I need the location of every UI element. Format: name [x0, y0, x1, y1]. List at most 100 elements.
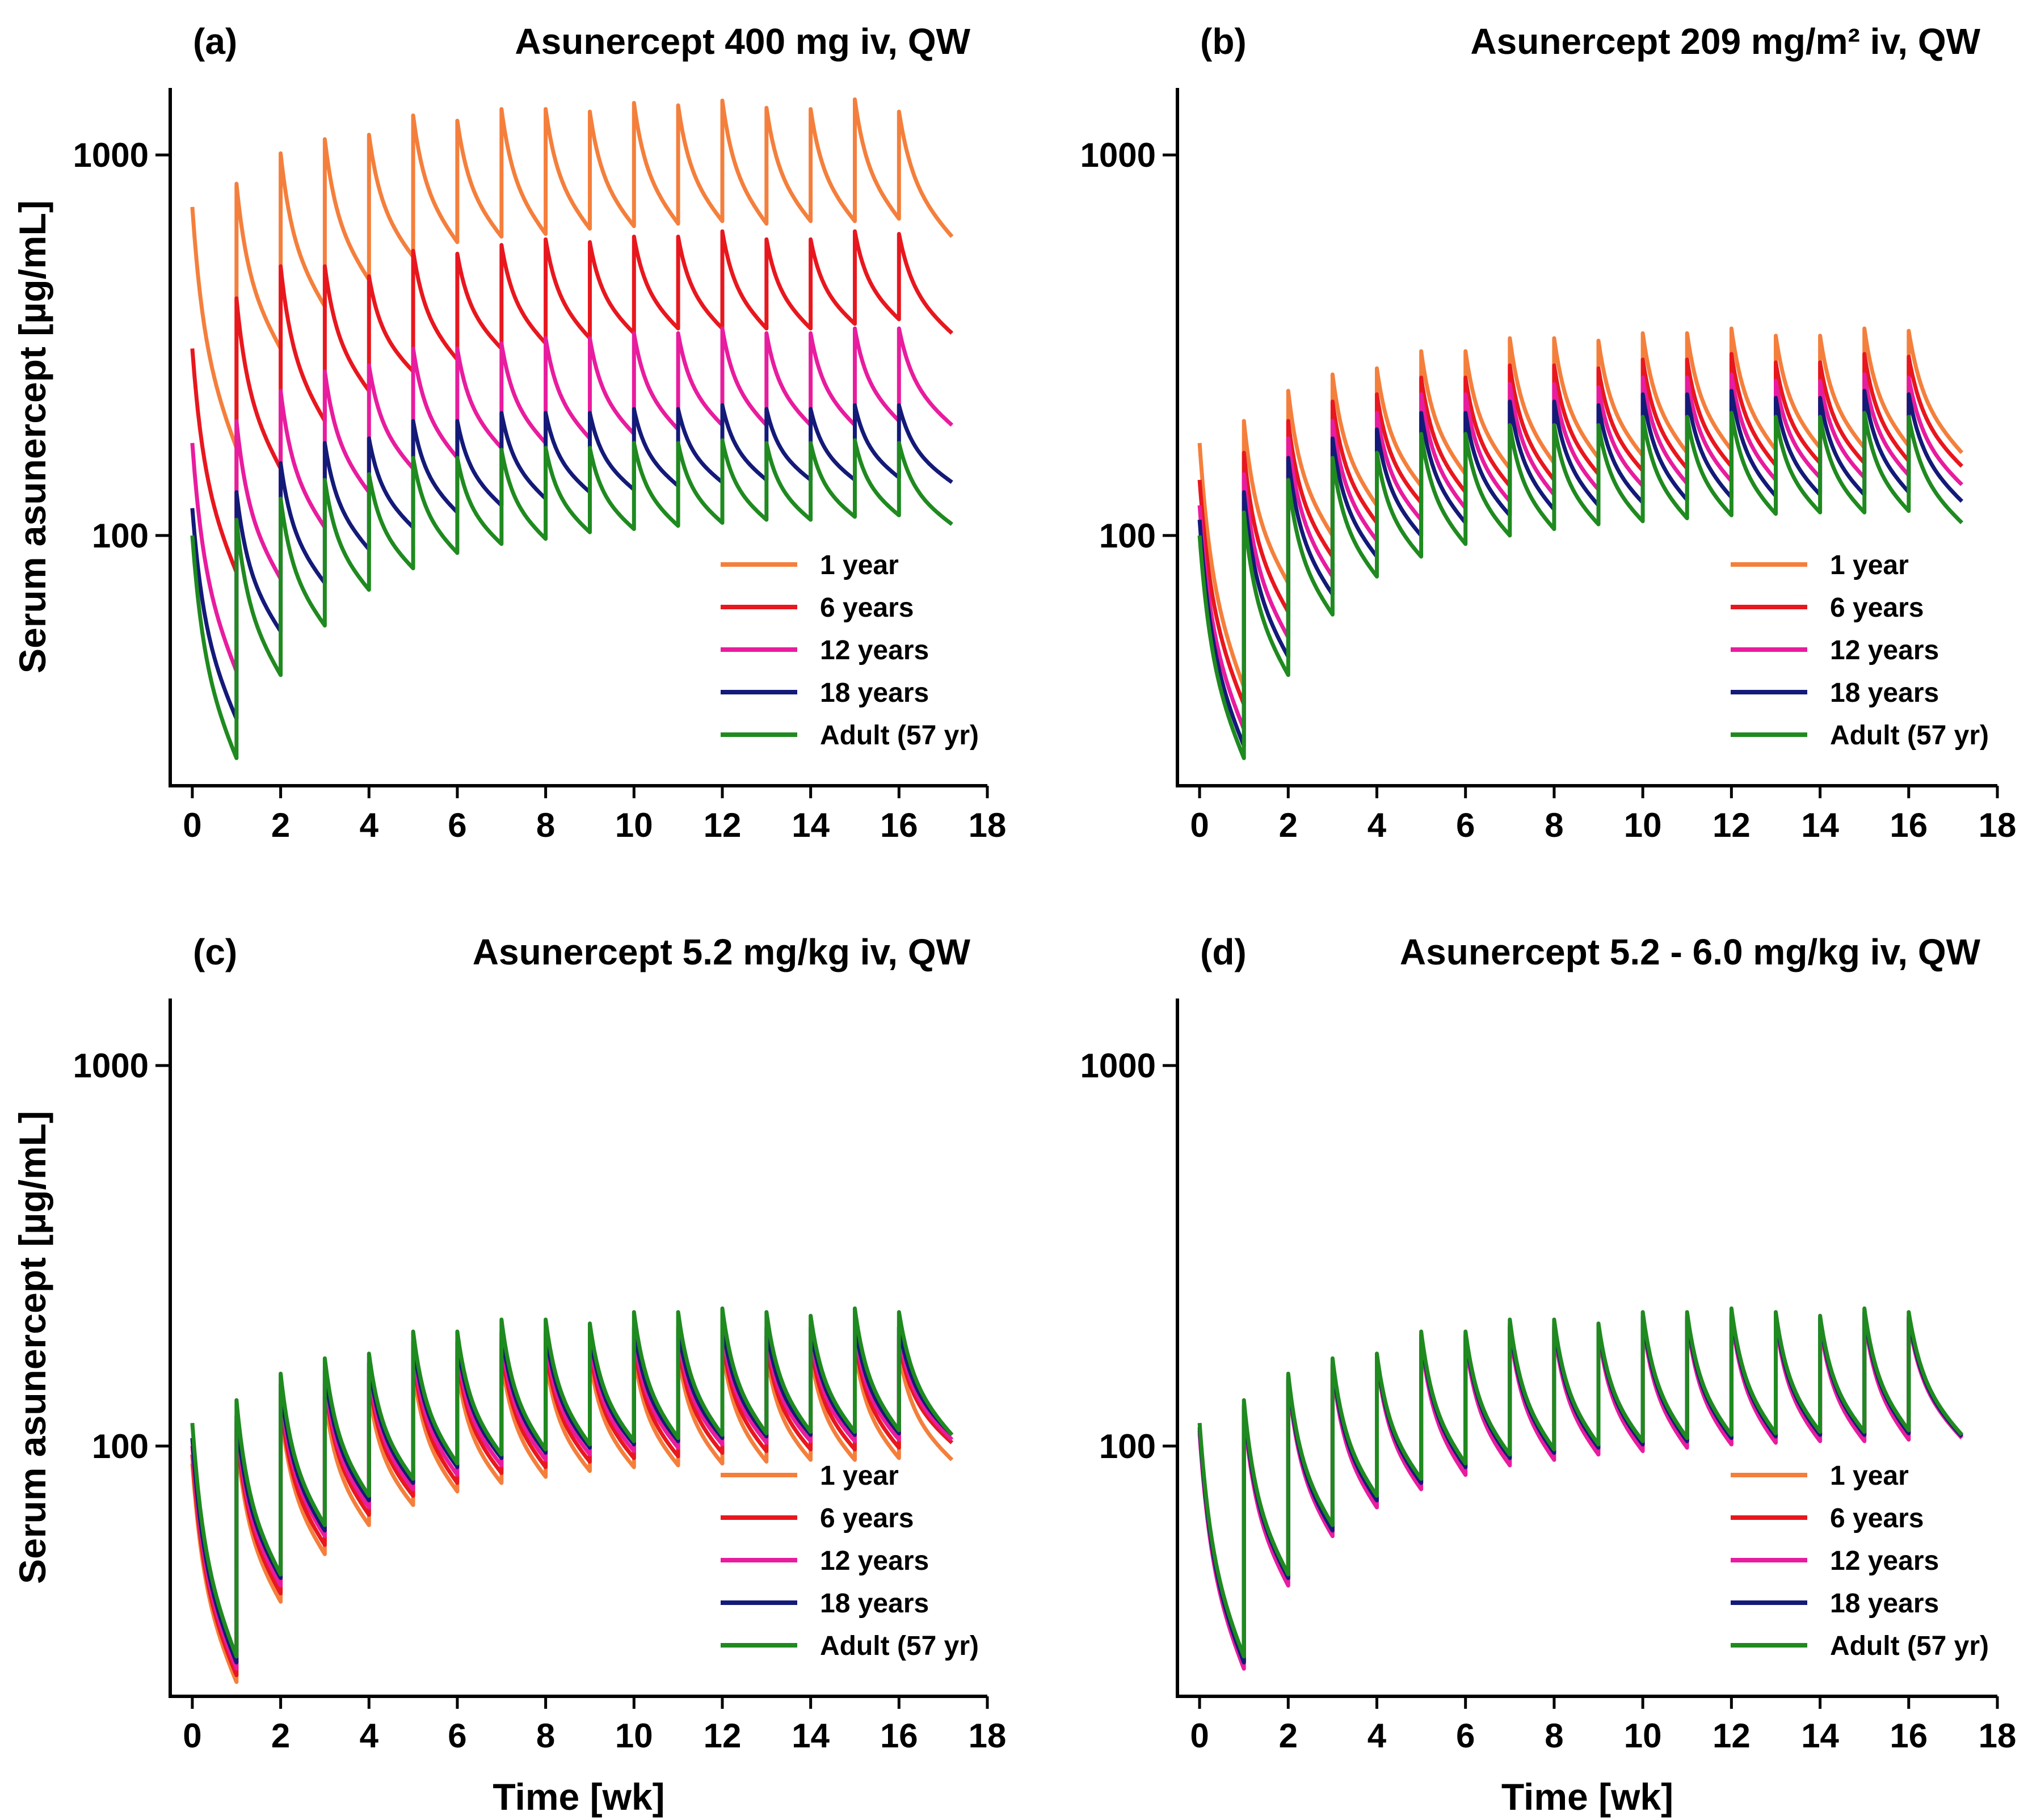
legend-label: Adult (57 yr) — [820, 1631, 979, 1661]
x-tick-label: 4 — [1368, 806, 1387, 844]
y-tick-label: 1000 — [73, 1047, 149, 1085]
x-tick-label: 10 — [615, 1717, 653, 1755]
x-tick-label: 14 — [1801, 806, 1839, 844]
x-axis-title: Time [wk] — [493, 1776, 664, 1818]
x-tick-label: 12 — [1713, 1717, 1751, 1755]
x-tick-label: 12 — [704, 1717, 742, 1755]
series-line-adult-57-yr — [1197, 411, 1963, 760]
series-line-1-year — [190, 1347, 954, 1684]
series-line-6-years — [190, 1338, 954, 1678]
y-tick-label: 1000 — [1080, 1047, 1156, 1085]
x-tick-label: 12 — [704, 806, 742, 844]
series-line-12-years — [1197, 372, 1963, 731]
x-tick-label: 6 — [448, 806, 466, 844]
legend-label: 6 years — [820, 1503, 914, 1533]
y-tick-label: 100 — [92, 517, 149, 555]
x-tick-label: 6 — [1456, 1717, 1475, 1755]
x-tick-label: 18 — [969, 1717, 1007, 1755]
x-tick-label: 10 — [1624, 806, 1662, 844]
x-tick-label: 6 — [1456, 806, 1475, 844]
x-tick-label: 14 — [1801, 1717, 1839, 1755]
x-tick-label: 16 — [1890, 806, 1928, 844]
legend-label: 18 years — [1830, 1589, 1939, 1619]
chart-panel-b: (b) Asunercept 209 mg/m² iv, QW 0 2 4 6 8 10 12 1… — [1080, 21, 2017, 844]
y-tick-label: 100 — [1099, 517, 1156, 555]
series-line-12-years — [190, 326, 954, 673]
x-tick-label: 14 — [792, 1717, 830, 1755]
x-tick-label: 12 — [1713, 806, 1751, 844]
panel-label: (a) — [193, 21, 237, 62]
series-line-adult-57-yr — [1197, 1306, 1964, 1659]
x-tick-label: 2 — [1279, 1717, 1298, 1755]
panel-title: Asunercept 5.2 mg/kg iv, QW — [473, 932, 971, 972]
y-axis-title: Serum asunercept [µg/mL] — [11, 1111, 53, 1584]
legend-label: 6 years — [820, 593, 914, 623]
legend-label: 6 years — [1830, 593, 1924, 623]
legend-label: 18 years — [820, 678, 929, 708]
x-tick-label: 6 — [448, 1717, 466, 1755]
x-tick-label: 4 — [360, 1717, 379, 1755]
panel-label: (b) — [1200, 21, 1247, 62]
legend-label: 1 year — [820, 550, 899, 580]
x-tick-label: 0 — [1190, 806, 1209, 844]
series-line-adult-57-yr — [190, 1306, 954, 1659]
panel-label: (d) — [1200, 932, 1247, 972]
legend-label: Adult (57 yr) — [1830, 1631, 1989, 1661]
legend-label: Adult (57 yr) — [820, 721, 979, 751]
x-tick-label: 4 — [360, 806, 379, 844]
legend-label: Adult (57 yr) — [1830, 721, 1989, 751]
series-line-18-years — [1197, 389, 1963, 748]
y-tick-label: 1000 — [73, 136, 149, 174]
series-line-6-years — [190, 229, 954, 575]
legend-label: 18 years — [820, 1589, 929, 1619]
legend-label: 12 years — [820, 1546, 929, 1576]
y-tick-label: 100 — [1099, 1427, 1156, 1465]
x-tick-label: 2 — [271, 1717, 290, 1755]
legend-label: 18 years — [1830, 678, 1939, 708]
panel-title: Asunercept 5.2 - 6.0 mg/kg iv, QW — [1400, 932, 1981, 972]
x-axis-title: Time [wk] — [1501, 1776, 1673, 1818]
legend-label: 12 years — [1830, 1546, 1939, 1576]
legend-label: 12 years — [1830, 635, 1939, 665]
legend-label: 1 year — [1830, 1461, 1909, 1491]
chart-panel-c: (c) Asunercept 5.2 mg/kg iv, QW 0 2 4 6 8 10 12 1… — [11, 932, 1006, 1818]
x-tick-label: 14 — [792, 806, 830, 844]
panel-title: Asunercept 400 mg iv, QW — [515, 21, 970, 62]
legend-label: 1 year — [820, 1461, 899, 1491]
x-tick-label: 8 — [1545, 806, 1563, 844]
x-tick-label: 18 — [1979, 806, 2017, 844]
legend: 1 year 6 years 12 years 18 years Adult (57 y… — [1731, 1461, 1989, 1661]
series-line-1-year — [190, 97, 954, 450]
x-tick-label: 0 — [1190, 1717, 1209, 1755]
series-line-1-year — [1197, 326, 1964, 689]
x-tick-label: 8 — [536, 1717, 555, 1755]
x-tick-label: 10 — [1624, 1717, 1662, 1755]
x-tick-label: 2 — [271, 806, 290, 844]
x-tick-label: 16 — [1890, 1717, 1928, 1755]
x-tick-label: 4 — [1368, 1717, 1387, 1755]
panel-title: Asunercept 209 mg/m² iv, QW — [1470, 21, 1980, 62]
x-tick-label: 16 — [880, 806, 918, 844]
legend-label: 12 years — [820, 635, 929, 665]
y-tick-label: 100 — [92, 1427, 149, 1465]
legend-label: 1 year — [1830, 550, 1909, 580]
x-tick-label: 0 — [183, 806, 201, 844]
x-tick-label: 2 — [1279, 806, 1298, 844]
series-line-adult-57-yr — [190, 438, 953, 760]
panel-label: (c) — [193, 932, 237, 972]
y-axis-title: Serum asunercept [µg/mL] — [11, 200, 53, 673]
series-line-18-years — [190, 403, 953, 721]
legend-label: 6 years — [1830, 1503, 1924, 1533]
x-tick-label: 8 — [536, 806, 555, 844]
x-tick-label: 0 — [183, 1717, 201, 1755]
legend: 1 year 6 years 12 years 18 years Adult (57 y… — [721, 1461, 979, 1661]
y-tick-label: 1000 — [1080, 136, 1156, 174]
legend: 1 year 6 years 12 years 18 years Adult (57 y… — [721, 550, 979, 751]
x-tick-label: 10 — [615, 806, 653, 844]
x-tick-label: 16 — [880, 1717, 918, 1755]
x-tick-label: 8 — [1545, 1717, 1563, 1755]
x-tick-label: 18 — [1979, 1717, 2017, 1755]
series-line-18-years — [190, 1321, 954, 1665]
x-tick-label: 18 — [969, 806, 1007, 844]
